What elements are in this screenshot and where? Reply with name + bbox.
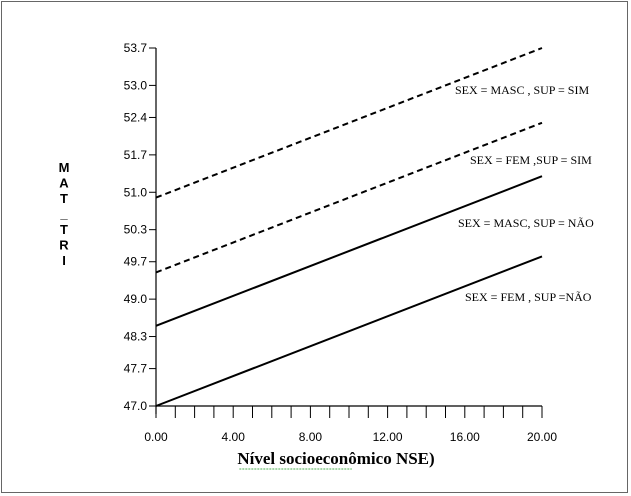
- y-tick-label: 47.7: [124, 362, 148, 376]
- y-tick-label: 51.7: [124, 148, 148, 162]
- series-labels: SEX = MASC , SUP = SIM SEX = FEM ,SUP = S…: [455, 83, 594, 304]
- y-tick-label: 47.0: [124, 399, 148, 413]
- y-axis-label-letter: R: [59, 238, 69, 253]
- y-axis-label: MAT_TRI: [59, 160, 70, 268]
- x-tick-label: 12.00: [373, 430, 403, 444]
- series-line-3: [155, 175, 543, 327]
- x-axis-label: Nível socioeconômico NSE): [237, 449, 434, 468]
- x-tick-label: 4.00: [222, 430, 246, 444]
- series-lines: [155, 47, 543, 407]
- y-tick-label: 50.3: [124, 223, 148, 237]
- series-label-4: SEX = FEM , SUP =NÃO: [465, 290, 592, 304]
- y-tick-label: 48.3: [124, 330, 148, 344]
- y-axis-label-letter: T: [60, 222, 68, 237]
- y-axis-label-letter: M: [59, 160, 70, 175]
- y-tick-label: 53.0: [124, 78, 148, 92]
- x-tick-label: 8.00: [299, 430, 323, 444]
- y-tick-label: 52.4: [124, 110, 148, 124]
- y-axis-label-letter: _: [59, 207, 68, 222]
- series-label-3: SEX = MASC, SUP = NÃO: [458, 216, 594, 230]
- x-tick-label: 16.00: [450, 430, 480, 444]
- series-line-2: [155, 121, 543, 274]
- x-tick-label: 0.00: [144, 430, 168, 444]
- axes: 47.0 47.7 48.3 49.0 49.7 50.3 51.0 51.7 52.4 53.0…: [124, 41, 558, 444]
- y-axis-label-letter: I: [62, 253, 66, 268]
- x-tick-label: 20.00: [527, 430, 557, 444]
- series-line-1: [155, 47, 543, 199]
- series-line-4: [155, 255, 543, 407]
- y-axis-label-letter: T: [60, 191, 68, 206]
- y-tick-label: 49.7: [124, 255, 148, 269]
- y-tick-label: 51.0: [124, 185, 148, 199]
- y-axis-label-letter: A: [59, 176, 69, 191]
- series-label-2: SEX = FEM ,SUP = SIM: [470, 153, 592, 167]
- y-tick-label: 53.7: [124, 41, 148, 55]
- y-tick-label: 49.0: [124, 292, 148, 306]
- series-label-1: SEX = MASC , SUP = SIM: [455, 83, 589, 97]
